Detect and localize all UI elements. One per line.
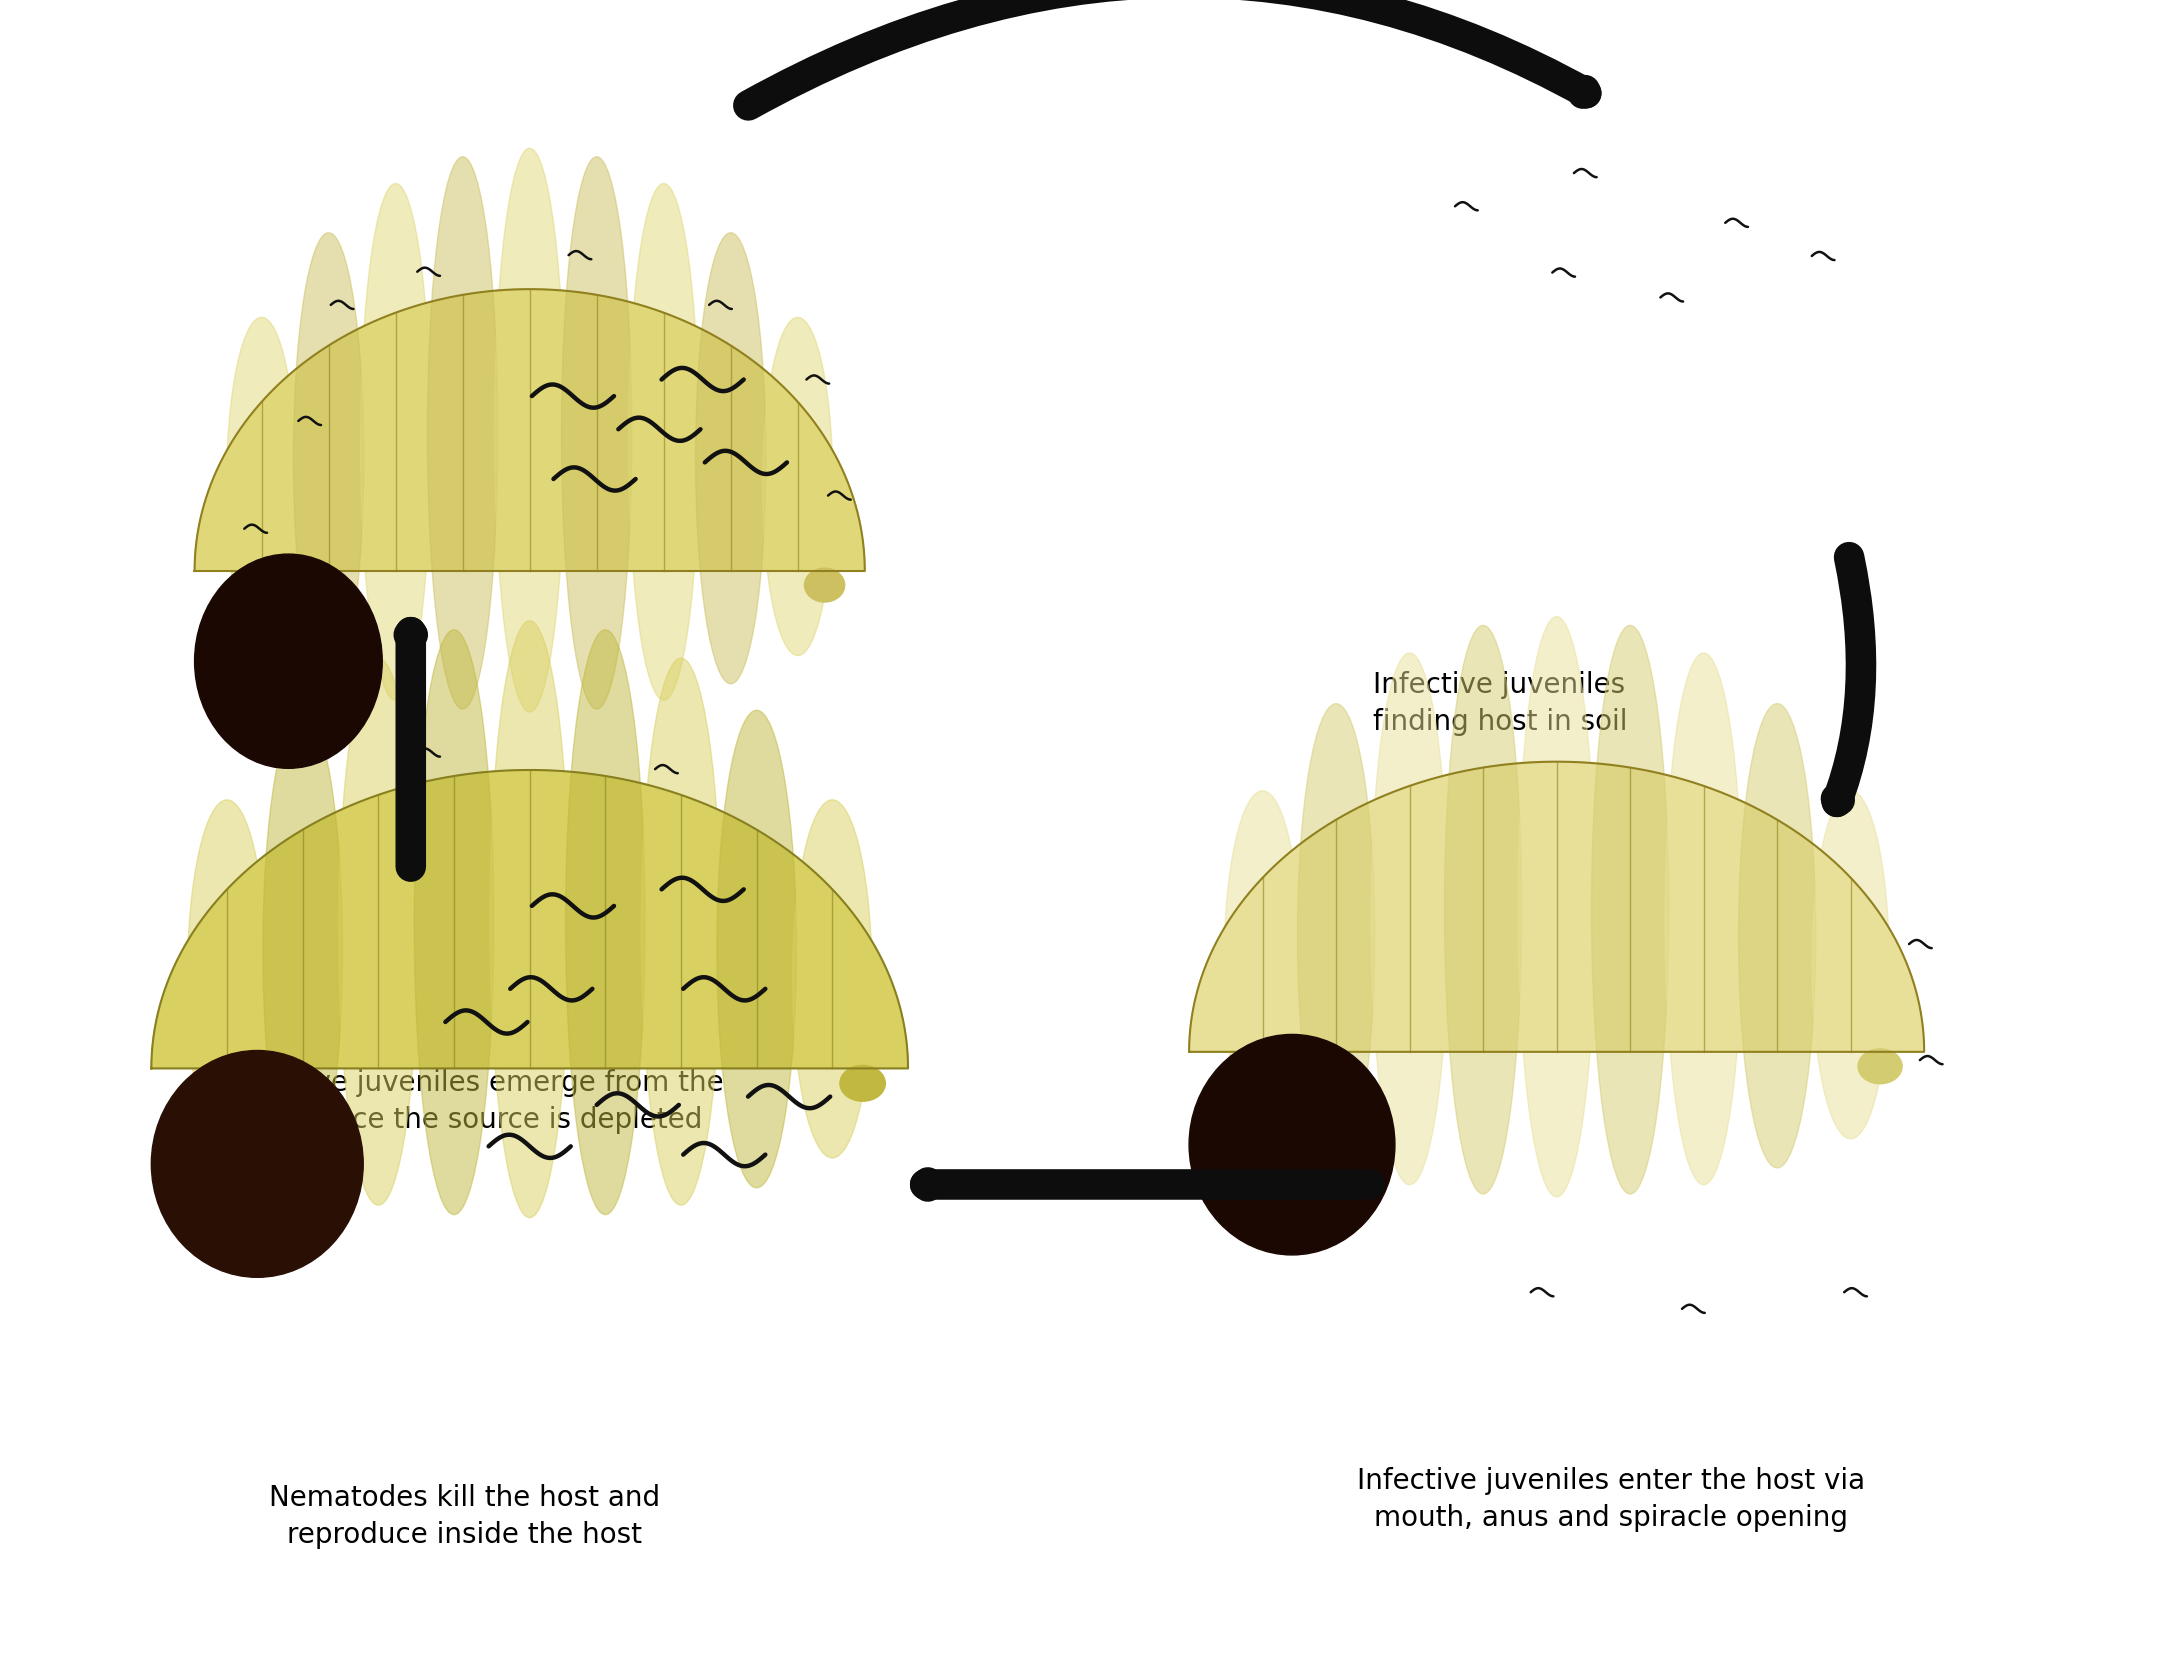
Ellipse shape	[1371, 653, 1449, 1185]
Ellipse shape	[339, 659, 417, 1205]
Ellipse shape	[696, 234, 765, 684]
Ellipse shape	[763, 318, 832, 656]
Ellipse shape	[1591, 626, 1669, 1195]
Ellipse shape	[1260, 1084, 1384, 1183]
Ellipse shape	[225, 1102, 352, 1205]
Ellipse shape	[259, 603, 372, 699]
Ellipse shape	[195, 555, 383, 769]
Ellipse shape	[566, 630, 644, 1215]
FancyArrowPatch shape	[409, 633, 413, 867]
Polygon shape	[195, 290, 865, 572]
Text: Nematodes kill the host and
reproduce inside the host: Nematodes kill the host and reproduce in…	[270, 1483, 659, 1548]
Ellipse shape	[415, 630, 493, 1215]
Ellipse shape	[1738, 704, 1816, 1168]
Polygon shape	[1189, 762, 1924, 1052]
FancyArrowPatch shape	[1836, 558, 1861, 802]
Ellipse shape	[804, 568, 845, 603]
Ellipse shape	[294, 234, 363, 684]
Ellipse shape	[793, 800, 871, 1158]
FancyArrowPatch shape	[748, 0, 1587, 106]
Ellipse shape	[227, 318, 296, 656]
Ellipse shape	[839, 1065, 886, 1102]
FancyArrowPatch shape	[925, 1183, 1371, 1186]
Ellipse shape	[1857, 1049, 1903, 1084]
Ellipse shape	[1812, 792, 1890, 1140]
Ellipse shape	[188, 800, 266, 1158]
Ellipse shape	[1297, 704, 1375, 1168]
Ellipse shape	[629, 184, 698, 701]
Polygon shape	[151, 771, 908, 1069]
Ellipse shape	[1224, 792, 1302, 1140]
Text: Infective juveniles enter the host via
mouth, anus and spiracle opening: Infective juveniles enter the host via m…	[1356, 1466, 1866, 1531]
Ellipse shape	[562, 157, 631, 709]
Ellipse shape	[495, 149, 564, 713]
Ellipse shape	[1444, 626, 1522, 1195]
Text: Infective juveniles emerge from the
host once the source is depleted: Infective juveniles emerge from the host…	[227, 1069, 724, 1133]
Ellipse shape	[1518, 618, 1596, 1196]
Text: Infective juveniles
finding host in soil: Infective juveniles finding host in soil	[1373, 671, 1628, 736]
Ellipse shape	[1189, 1034, 1394, 1256]
Ellipse shape	[491, 621, 569, 1218]
Ellipse shape	[642, 659, 720, 1205]
Ellipse shape	[1665, 653, 1743, 1185]
Ellipse shape	[151, 1051, 363, 1278]
Ellipse shape	[718, 711, 796, 1188]
Ellipse shape	[361, 184, 430, 701]
Ellipse shape	[428, 157, 497, 709]
Ellipse shape	[264, 711, 342, 1188]
